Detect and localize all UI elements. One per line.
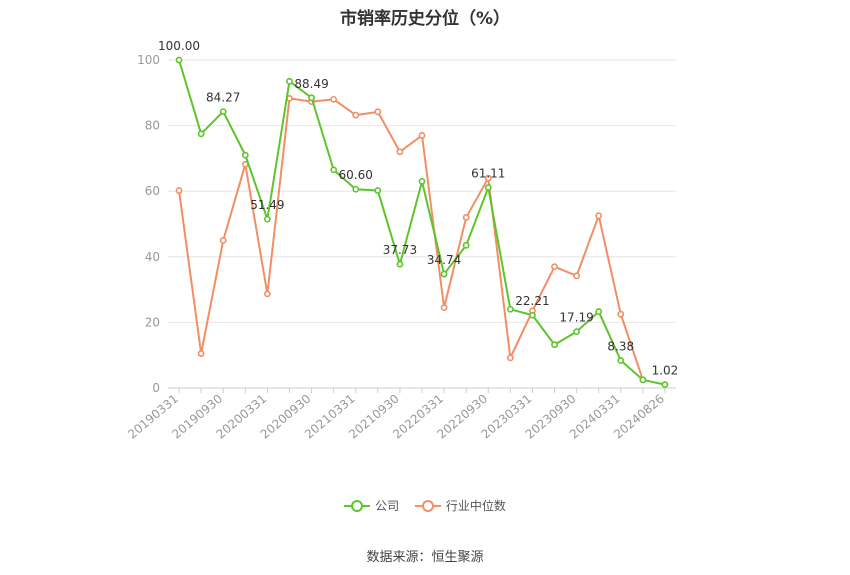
company-data-point — [352, 185, 360, 193]
industry-data-point — [175, 187, 183, 194]
y-tick-label: 60 — [145, 184, 160, 198]
company-data-point — [330, 166, 338, 174]
industry-data-point — [551, 263, 558, 271]
data-label: 84.27 — [206, 91, 240, 105]
legend: 公司 行业中位数 — [0, 497, 850, 515]
industry-data-point — [573, 272, 581, 280]
company-data-point — [175, 56, 183, 64]
data-label: 100.00 — [158, 39, 200, 53]
industry-data-point — [418, 132, 426, 139]
industry-data-point — [484, 174, 492, 182]
industry-data-point — [617, 310, 625, 318]
source-note: 数据来源：恒生聚源 — [366, 550, 484, 565]
data-label: 60.60 — [339, 168, 373, 182]
data-label: 8.38 — [607, 340, 634, 354]
industry-data-point — [374, 108, 382, 116]
data-label: 17.19 — [559, 311, 593, 325]
data-label: 34.74 — [427, 253, 461, 267]
company-data-point — [595, 308, 603, 315]
legend-item-industry[interactable]: 行业中位数 — [414, 497, 506, 514]
company-data-point — [573, 328, 581, 336]
y-tick-label: 100 — [137, 53, 160, 67]
company-data-point — [506, 305, 514, 313]
industry-data-point — [506, 354, 514, 362]
company-data-point — [639, 376, 647, 384]
company-data-point — [440, 270, 448, 278]
company-data-point — [374, 187, 382, 194]
data-label-layer: 100.00 84.27 51.49 88.49 60.60 37.73 34.74 61.1… — [158, 39, 678, 378]
company-data-point — [308, 94, 315, 102]
data-label: 1.02 — [652, 364, 679, 378]
company-series-line — [178, 59, 666, 386]
legend-company-label: 公司 — [375, 499, 400, 513]
legend-company-marker — [344, 499, 371, 512]
data-label: 51.49 — [250, 198, 284, 212]
data-label: 37.73 — [383, 243, 417, 257]
industry-data-point — [197, 350, 205, 357]
series-layer — [175, 56, 669, 389]
industry-series-line — [178, 97, 644, 381]
company-data-point — [241, 151, 249, 159]
company-data-point — [197, 130, 205, 138]
y-tick-label: 80 — [145, 119, 160, 133]
industry-data-point — [396, 148, 404, 156]
data-label: 22.21 — [515, 294, 549, 308]
y-tick-label: 20 — [145, 315, 160, 329]
company-data-point — [263, 215, 271, 223]
industry-data-point — [219, 236, 227, 244]
chart-title: 市销率历史分位（%） — [339, 9, 511, 29]
company-data-point — [484, 184, 492, 191]
company-data-point — [617, 357, 625, 364]
company-data-point — [529, 311, 536, 319]
grid-layer — [168, 59, 676, 323]
company-data-point — [396, 260, 404, 268]
legend-industry-label: 行业中位数 — [445, 499, 506, 513]
industry-data-point — [352, 111, 360, 119]
y-tick-label: 40 — [145, 250, 160, 264]
data-label: 61.11 — [471, 167, 505, 181]
company-data-point — [661, 381, 669, 389]
legend-item-company[interactable]: 公司 — [344, 497, 399, 514]
industry-data-point — [462, 214, 470, 221]
data-label: 88.49 — [294, 77, 328, 91]
industry-data-point — [263, 290, 271, 298]
company-data-point — [462, 241, 470, 249]
y-tick-label: 0 — [152, 381, 160, 395]
industry-data-point — [440, 304, 448, 312]
company-data-point — [286, 77, 293, 85]
industry-data-point — [330, 95, 338, 103]
industry-data-point — [595, 212, 603, 220]
legend-industry-marker — [414, 499, 441, 512]
company-data-point — [219, 108, 227, 115]
company-data-point — [418, 177, 426, 185]
company-data-point — [551, 341, 558, 349]
